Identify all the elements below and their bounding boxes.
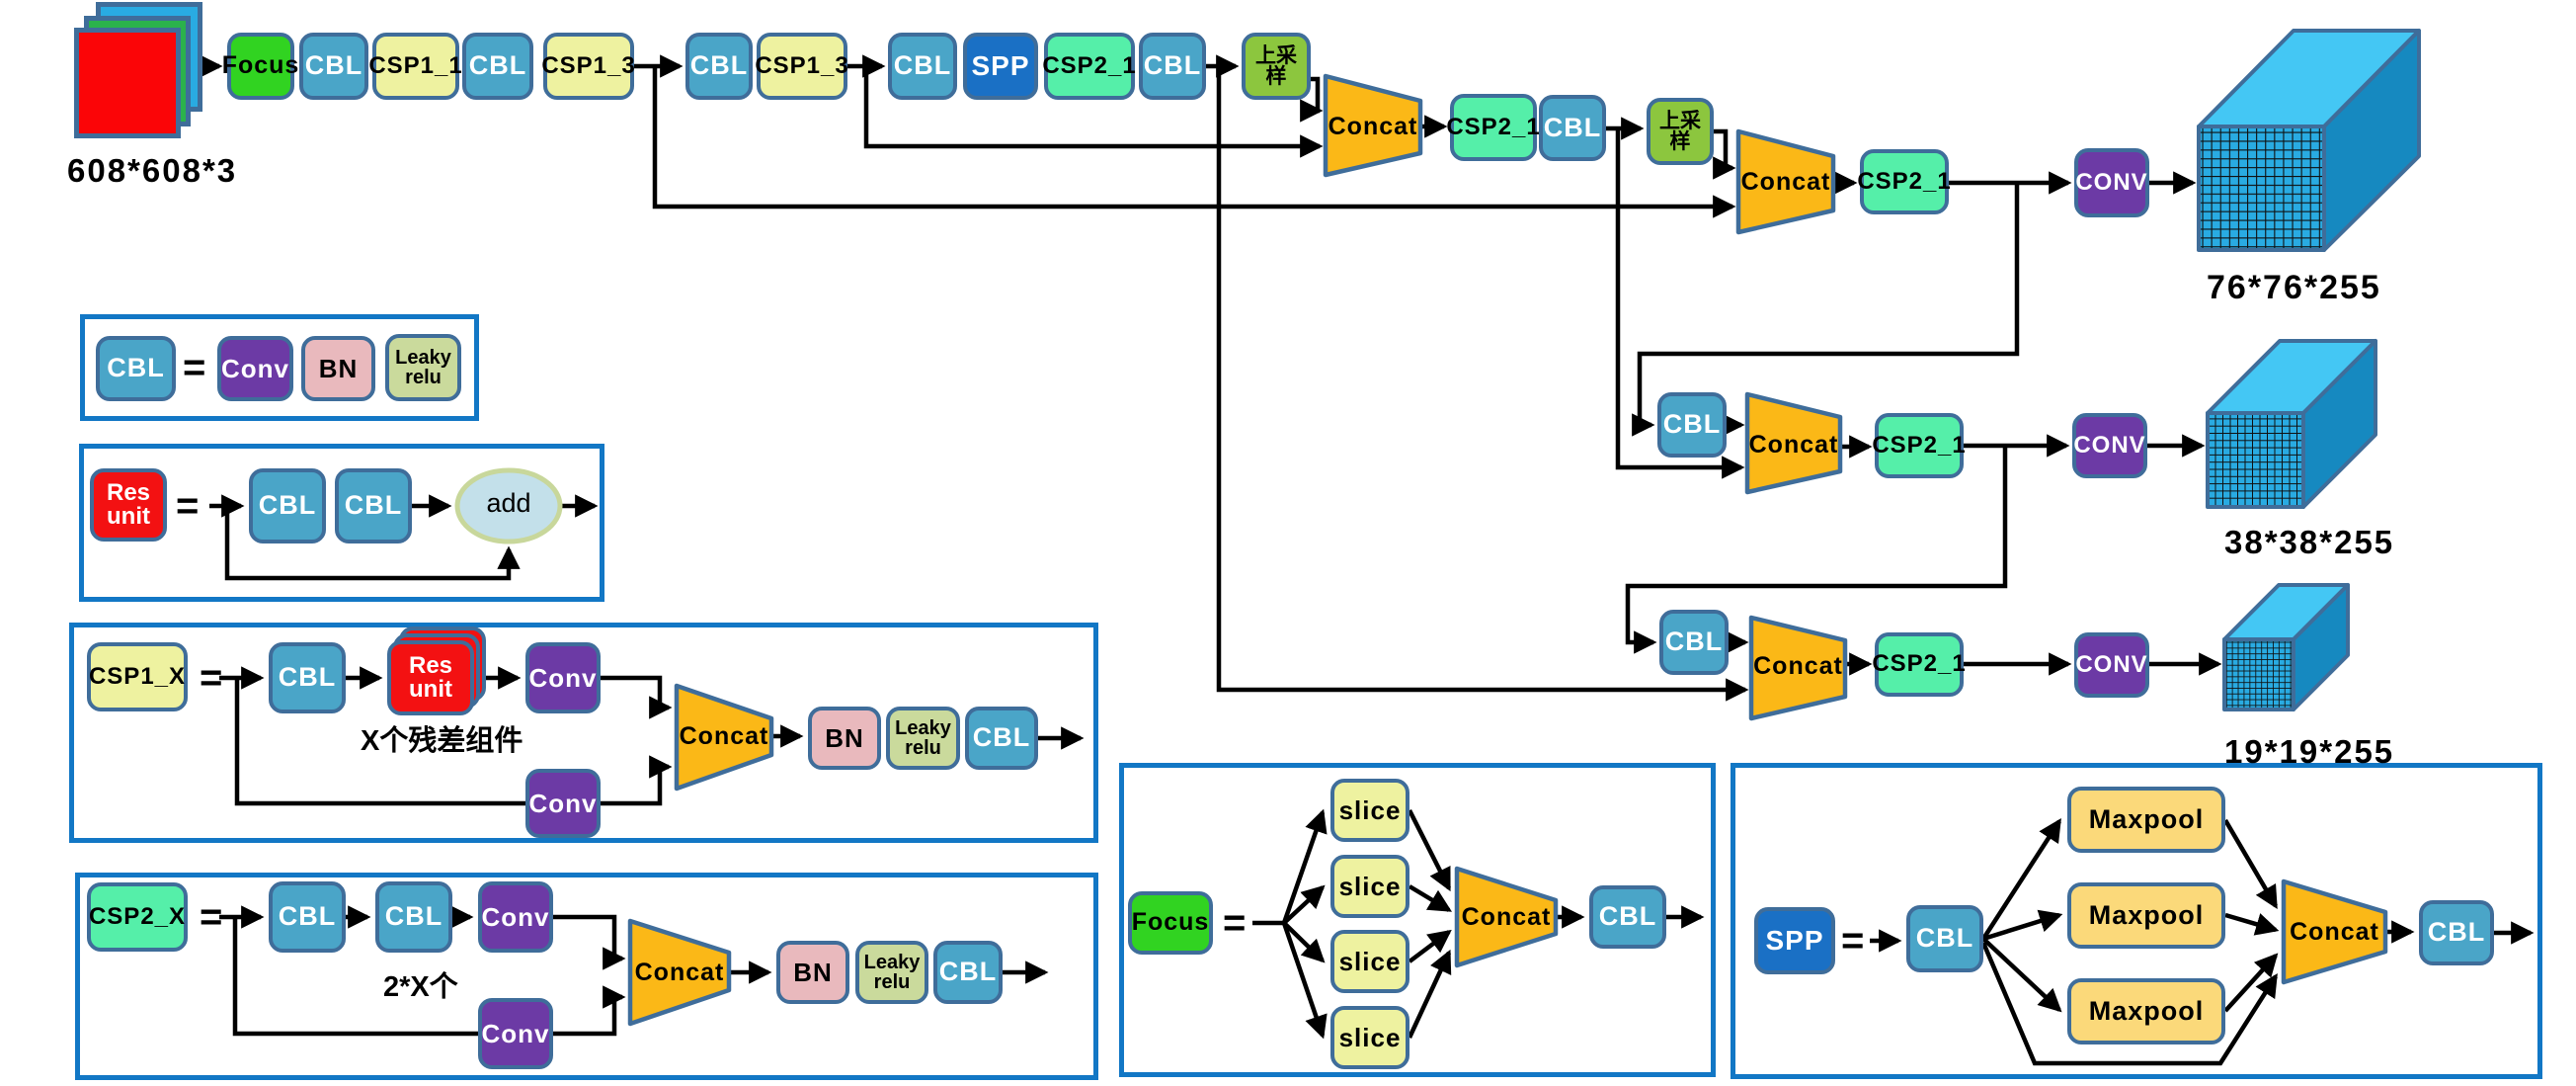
csp2-note: 2*X个 — [383, 971, 458, 1003]
maxpool-block: Maxpool — [2067, 787, 2225, 853]
csp1-3-block: CSP1_3 — [755, 33, 848, 100]
conv-block: Conv — [478, 881, 553, 953]
csp2-1-block: CSP2_1 — [1872, 632, 1966, 697]
csp2-1-block: CSP2_1 — [1857, 149, 1951, 214]
legend-csp1x-title-block: CSP1_X — [87, 642, 188, 711]
conv-head-block: CONV — [2072, 413, 2147, 478]
cbl-block: CBL — [1589, 885, 1666, 949]
conv-head-block: CONV — [2074, 148, 2149, 217]
concat-label: Concat — [1748, 430, 1839, 459]
conv-head-block: CONV — [2074, 632, 2149, 698]
cbl-block: CBL — [685, 33, 753, 100]
add-ellipse — [454, 467, 563, 544]
bn-block: BN — [808, 707, 881, 770]
csp1-3-block: CSP1_3 — [541, 33, 635, 100]
equals-sign: = — [1841, 919, 1865, 962]
spp-block: SPP — [963, 33, 1038, 100]
res-unit-block: Res unit — [387, 640, 474, 715]
main-wires — [188, 54, 2222, 702]
focus-block: Focus — [222, 33, 298, 100]
equals-sign: = — [176, 484, 200, 528]
legend-focus-title-block: Focus — [1128, 891, 1213, 955]
equals-sign: = — [183, 346, 206, 389]
concat-label: Concat — [1461, 902, 1552, 931]
cbl-block: CBL — [2419, 900, 2494, 965]
concat-label: Concat — [1328, 112, 1418, 140]
input-size-label: 608*608*3 — [67, 152, 238, 189]
legend-conv-block: Conv — [217, 336, 293, 401]
feature-map-cube-76 — [2197, 29, 2421, 252]
conv-block: Conv — [525, 642, 601, 713]
equals-sign: = — [1223, 901, 1247, 945]
csp2-1-block: CSP2_1 — [1872, 413, 1966, 478]
conv-block: Conv — [525, 769, 601, 838]
leaky-relu-block: Leaky relu — [886, 707, 960, 770]
cbl-block: CBL — [462, 33, 533, 100]
cbl-block: CBL — [269, 642, 346, 713]
equals-sign: = — [200, 895, 223, 939]
cbl-block: CBL — [249, 468, 326, 543]
legend-panel-focus — [1119, 763, 1716, 1077]
legend-csp2x-title-block: CSP2_X — [87, 882, 188, 952]
concat-label: Concat — [634, 958, 725, 986]
cbl-block: CBL — [1659, 610, 1729, 675]
add-label: add — [486, 488, 531, 518]
slice-block: slice — [1330, 1006, 1409, 1069]
csp2-1-block: CSP2_1 — [1446, 94, 1540, 161]
cbl-block: CBL — [1139, 33, 1206, 100]
legend-panel-csp2 — [75, 873, 1098, 1080]
output-size-38: 38*38*255 — [2224, 524, 2395, 560]
input-image-layer-red — [74, 28, 181, 138]
legend-spp-title-block: SPP — [1754, 907, 1835, 974]
cbl-block: CBL — [335, 468, 412, 543]
cbl-block: CBL — [269, 881, 346, 953]
upsample-block: 上采样 — [1242, 33, 1311, 100]
cbl-block: CBL — [375, 881, 452, 953]
legend-bn-block: BN — [301, 336, 375, 401]
slice-block: slice — [1330, 855, 1409, 918]
legend-panel-res-unit — [79, 444, 604, 602]
cbl-block: CBL — [1539, 95, 1606, 161]
legend-panel-spp — [1731, 763, 2542, 1079]
concat-shapes — [627, 73, 2388, 1027]
legend-panel-csp1 — [69, 623, 1098, 843]
concat-label: Concat — [1753, 651, 1843, 680]
legend-panel-cbl — [80, 314, 479, 421]
csp2-1-block: CSP2_1 — [1042, 33, 1136, 100]
leaky-relu-block: Leaky relu — [855, 941, 928, 1004]
cbl-block: CBL — [965, 707, 1038, 770]
conv-block: Conv — [478, 998, 553, 1069]
feature-map-cube-19 — [2222, 583, 2350, 711]
equals-sign: = — [200, 656, 223, 700]
bn-block: BN — [776, 941, 849, 1004]
concat-label: Concat — [679, 721, 769, 750]
slice-block: slice — [1330, 930, 1409, 993]
upsample-block: 上采样 — [1647, 98, 1714, 165]
csp1-note: X个残差组件 — [361, 725, 523, 757]
legend-cbl-title-block: CBL — [96, 336, 176, 401]
feature-map-cube-38 — [2206, 339, 2377, 509]
cbl-block: CBL — [888, 33, 957, 100]
concat-label: Concat — [2290, 917, 2379, 946]
output-size-19: 19*19*255 — [2224, 733, 2395, 770]
maxpool-block: Maxpool — [2067, 882, 2225, 949]
legend-wires — [209, 494, 2535, 1066]
cbl-block: CBL — [1657, 392, 1727, 458]
slice-block: slice — [1330, 779, 1409, 842]
cbl-block: CBL — [1906, 905, 1983, 972]
legend-res-unit-title-block: Res unit — [90, 468, 167, 542]
output-size-76: 76*76*255 — [2207, 269, 2381, 306]
legend-leaky-relu-block: Leaky relu — [385, 334, 461, 401]
csp1-1-block: CSP1_1 — [368, 33, 462, 100]
concat-label: Concat — [1740, 167, 1831, 196]
cbl-block: CBL — [299, 33, 368, 100]
maxpool-block: Maxpool — [2067, 978, 2225, 1044]
cbl-block: CBL — [933, 941, 1003, 1004]
